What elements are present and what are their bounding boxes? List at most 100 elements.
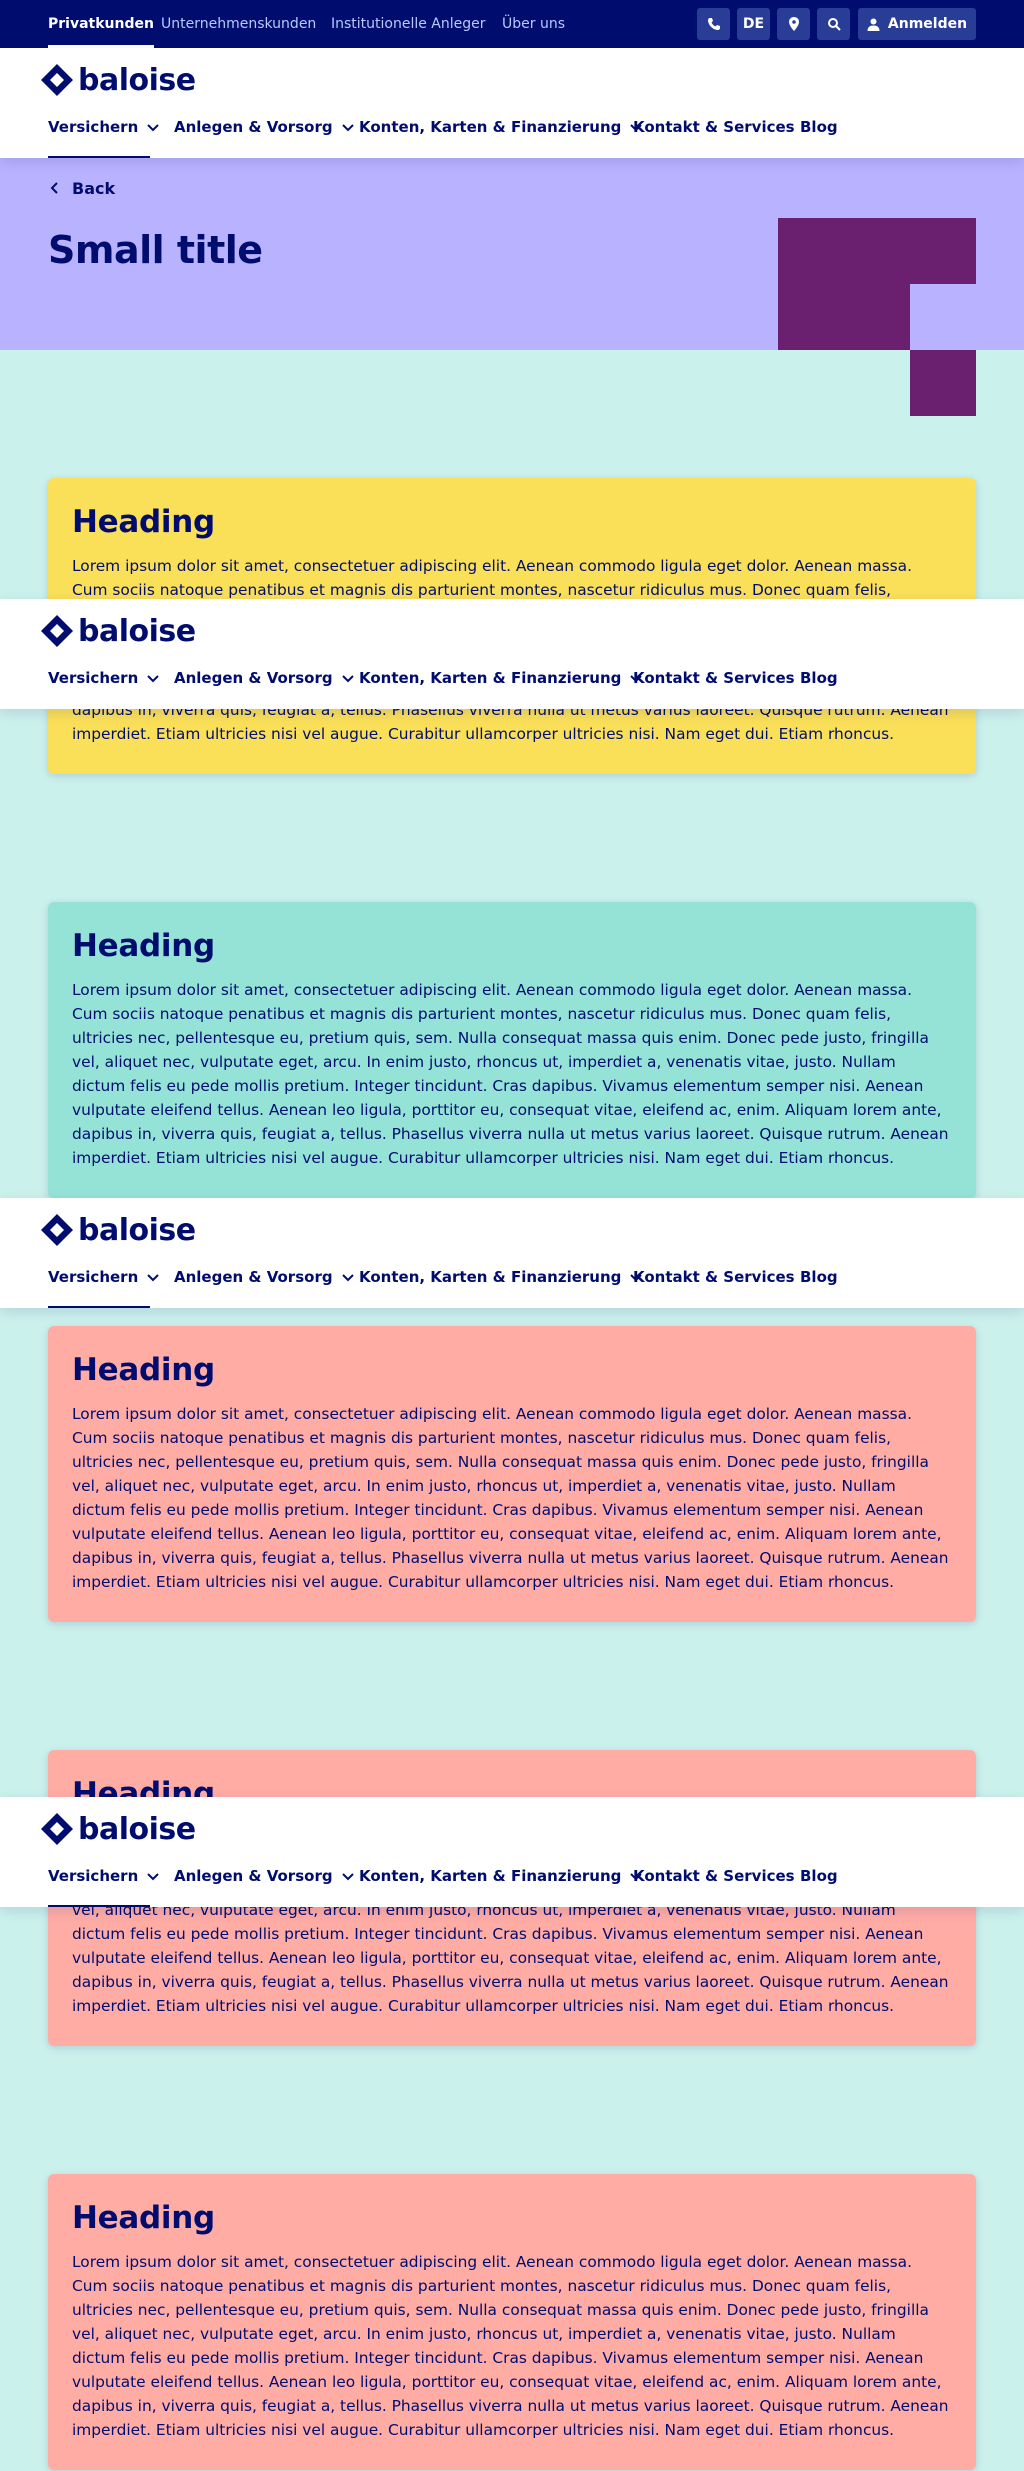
segment-privatkunden[interactable]: Privatkunden: [48, 0, 154, 48]
segment-ueber-uns[interactable]: Über uns: [502, 16, 565, 32]
decorative-block: [778, 284, 910, 350]
baloise-diamond-icon: [41, 1813, 73, 1845]
chevron-down-icon: [341, 124, 354, 132]
nav-label: Versichern: [48, 669, 139, 687]
nav-versichern[interactable]: Versichern: [48, 1262, 160, 1292]
language-label: DE: [742, 16, 765, 32]
nav-label: Konten, Karten & Finanzierung: [359, 1268, 622, 1286]
active-nav-indicator: [48, 1905, 150, 1907]
nav-anlegen-vorsorg[interactable]: Anlegen & Vorsorg: [174, 663, 355, 693]
chevron-down-icon: [147, 675, 159, 683]
nav-label: Anlegen & Vorsorg: [174, 1268, 333, 1286]
baloise-logo[interactable]: baloise: [40, 1811, 196, 1847]
baloise-diamond-icon: [41, 64, 73, 96]
card-heading: Heading: [72, 2200, 215, 2236]
chevron-down-icon: [147, 1873, 159, 1881]
sticky-header: baloise Versichern Anlegen & Vorsorg Kon…: [0, 599, 1024, 709]
nav-kontakt-services[interactable]: Kontakt & Services: [633, 1262, 795, 1292]
logo-wordmark: baloise: [78, 1212, 196, 1248]
logo-wordmark: baloise: [78, 1811, 196, 1847]
content-card: Heading Lorem ipsum dolor sit amet, cons…: [48, 902, 976, 1198]
nav-kontakt-services[interactable]: Kontakt & Services: [633, 663, 795, 693]
nav-label: Versichern: [48, 118, 139, 136]
nav-konten-karten[interactable]: Konten, Karten & Finanzierung: [359, 1262, 643, 1292]
card-body: Lorem ipsum dolor sit amet, consectetuer…: [72, 981, 949, 1167]
decorative-block: [910, 350, 976, 416]
chevron-down-icon: [341, 675, 354, 683]
nav-label: Versichern: [48, 1268, 139, 1286]
baloise-diamond-icon: [41, 1214, 73, 1246]
card-heading: Heading: [72, 1352, 215, 1388]
chevron-down-icon: [341, 1873, 354, 1881]
logo-wordmark: baloise: [78, 613, 196, 649]
chevron-down-icon: [630, 1274, 643, 1282]
nav-label: Konten, Karten & Finanzierung: [359, 669, 622, 687]
back-link[interactable]: Back: [48, 176, 115, 200]
card-heading: Heading: [72, 928, 215, 964]
active-nav-indicator: [48, 1306, 150, 1308]
nav-kontakt-services[interactable]: Kontakt & Services: [633, 1861, 795, 1891]
location-button[interactable]: [777, 8, 810, 40]
page-title: Small title: [48, 228, 263, 272]
nav-blog[interactable]: Blog: [800, 1262, 838, 1292]
nav-label: Blog: [800, 1867, 838, 1885]
nav-label: Kontakt & Services: [633, 669, 795, 687]
main-header: baloise Versichern Anlegen & Vorsorg Kon…: [0, 48, 1024, 158]
phone-button[interactable]: [697, 8, 730, 40]
nav-blog[interactable]: Blog: [800, 112, 838, 142]
nav-anlegen-vorsorg[interactable]: Anlegen & Vorsorg: [174, 112, 355, 142]
nav-label: Blog: [800, 1268, 838, 1286]
nav-label: Anlegen & Vorsorg: [174, 1867, 333, 1885]
decorative-block: [778, 218, 976, 284]
login-label: Anmelden: [887, 16, 968, 32]
location-pin-icon: [788, 17, 799, 31]
chevron-down-icon: [147, 1274, 159, 1282]
nav-konten-karten[interactable]: Konten, Karten & Finanzierung: [359, 1861, 643, 1891]
nav-anlegen-vorsorg[interactable]: Anlegen & Vorsorg: [174, 1861, 355, 1891]
nav-versichern[interactable]: Versichern: [48, 112, 160, 142]
user-icon: [867, 18, 880, 31]
baloise-logo[interactable]: baloise: [40, 62, 196, 98]
back-label: Back: [72, 178, 116, 198]
nav-konten-karten[interactable]: Konten, Karten & Finanzierung: [359, 112, 643, 142]
nav-anlegen-vorsorg[interactable]: Anlegen & Vorsorg: [174, 1262, 355, 1292]
search-icon: [827, 18, 841, 31]
baloise-logo[interactable]: baloise: [40, 1212, 196, 1248]
nav-label: Anlegen & Vorsorg: [174, 118, 333, 136]
logo-wordmark: baloise: [78, 62, 196, 98]
nav-kontakt-services[interactable]: Kontakt & Services: [633, 112, 795, 142]
card-body: Lorem ipsum dolor sit amet, consectetuer…: [72, 2253, 949, 2439]
chevron-left-icon: [50, 182, 58, 194]
chevron-down-icon: [341, 1274, 354, 1282]
phone-icon: [707, 18, 720, 30]
content-card: Heading Lorem ipsum dolor sit amet, cons…: [48, 2174, 976, 2470]
top-bar: Privatkunden Unternehmenskunden Institut…: [0, 0, 1024, 48]
nav-label: Konten, Karten & Finanzierung: [359, 118, 622, 136]
nav-label: Blog: [800, 669, 838, 687]
nav-label: Anlegen & Vorsorg: [174, 669, 333, 687]
content-card: Heading Lorem ipsum dolor sit amet, cons…: [48, 1326, 976, 1622]
nav-label: Kontakt & Services: [633, 1867, 795, 1885]
baloise-diamond-icon: [41, 615, 73, 647]
nav-label: Blog: [800, 118, 838, 136]
card-heading: Heading: [72, 504, 215, 540]
hero-section: Back Small title: [0, 158, 1024, 416]
sticky-header: baloise Versichern Anlegen & Vorsorg Kon…: [0, 1198, 1024, 1308]
active-nav-indicator: [48, 156, 150, 158]
nav-label: Versichern: [48, 1867, 139, 1885]
nav-blog[interactable]: Blog: [800, 663, 838, 693]
chevron-down-icon: [630, 1873, 643, 1881]
search-button[interactable]: [817, 8, 850, 40]
baloise-logo[interactable]: baloise: [40, 613, 196, 649]
segment-unternehmenskunden[interactable]: Unternehmenskunden: [161, 16, 317, 32]
nav-versichern[interactable]: Versichern: [48, 663, 160, 693]
nav-label: Kontakt & Services: [633, 1268, 795, 1286]
language-button[interactable]: DE: [737, 8, 770, 40]
nav-blog[interactable]: Blog: [800, 1861, 838, 1891]
nav-label: Konten, Karten & Finanzierung: [359, 1867, 622, 1885]
segment-institutionelle-anleger[interactable]: Institutionelle Anleger: [331, 16, 486, 32]
nav-versichern[interactable]: Versichern: [48, 1861, 160, 1891]
nav-konten-karten[interactable]: Konten, Karten & Finanzierung: [359, 663, 643, 693]
card-body: Lorem ipsum dolor sit amet, consectetuer…: [72, 1405, 949, 1591]
login-button[interactable]: Anmelden: [858, 8, 976, 40]
